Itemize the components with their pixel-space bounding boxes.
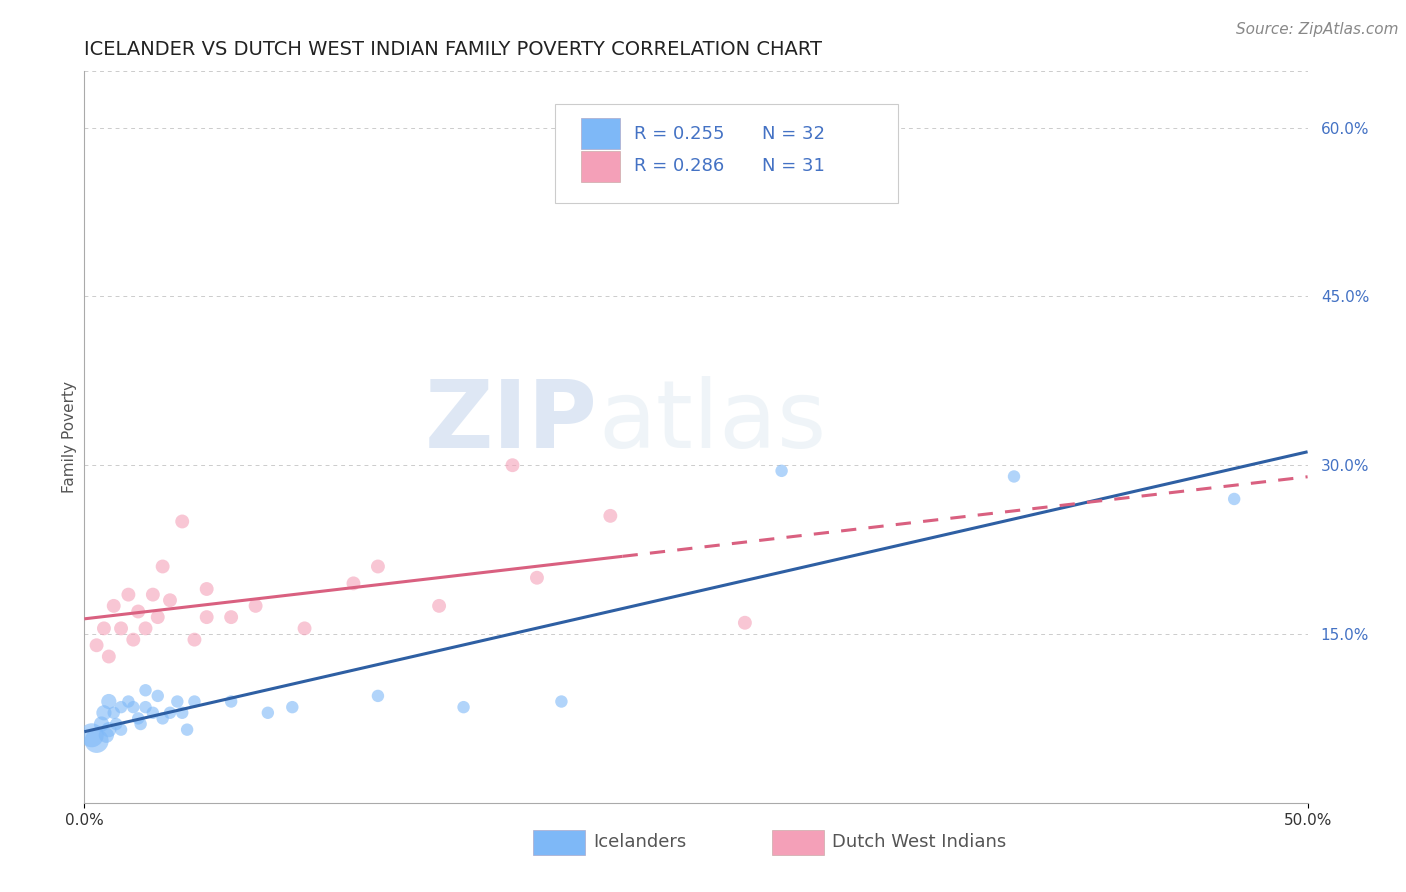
Point [127, 605, 149, 619]
Point [122, 632, 145, 647]
Point [117, 588, 139, 602]
Point [122, 700, 145, 714]
Text: Source: ZipAtlas.com: Source: ZipAtlas.com [1236, 22, 1399, 37]
Point [146, 610, 169, 624]
Point [183, 632, 205, 647]
Point [172, 706, 194, 720]
Text: atlas: atlas [598, 376, 827, 468]
Point [103, 706, 125, 720]
Point [195, 610, 218, 624]
Point [453, 700, 475, 714]
Text: ZIP: ZIP [425, 376, 598, 468]
Point [502, 458, 524, 473]
Point [117, 694, 139, 708]
Text: ICELANDER VS DUTCH WEST INDIAN FAMILY POVERTY CORRELATION CHART: ICELANDER VS DUTCH WEST INDIAN FAMILY PO… [84, 39, 823, 59]
Point [294, 621, 316, 635]
Point [93, 706, 115, 720]
Point [281, 700, 304, 714]
Point [90, 717, 112, 731]
Point [367, 689, 389, 703]
FancyBboxPatch shape [555, 104, 898, 203]
Point [427, 599, 450, 613]
Point [142, 588, 165, 602]
Point [550, 694, 572, 708]
Point [599, 508, 621, 523]
Point [129, 717, 152, 731]
Point [97, 723, 120, 737]
Point [734, 615, 756, 630]
Point [526, 571, 548, 585]
Text: N = 32: N = 32 [762, 125, 825, 143]
Point [110, 621, 132, 635]
Point [152, 559, 174, 574]
Point [219, 694, 242, 708]
Point [152, 711, 174, 725]
Point [159, 593, 181, 607]
Point [110, 700, 132, 714]
Point [342, 576, 364, 591]
Point [97, 694, 120, 708]
Text: Icelanders: Icelanders [593, 833, 686, 851]
Point [93, 621, 115, 635]
Point [770, 464, 793, 478]
Point [146, 689, 169, 703]
Point [135, 683, 157, 698]
Point [86, 734, 108, 748]
Point [166, 694, 188, 708]
Point [97, 649, 120, 664]
Text: R = 0.255: R = 0.255 [634, 125, 724, 143]
FancyBboxPatch shape [581, 118, 620, 149]
Point [105, 717, 128, 731]
Point [142, 706, 165, 720]
Point [172, 515, 194, 529]
Point [219, 610, 242, 624]
Text: Dutch West Indians: Dutch West Indians [832, 833, 1007, 851]
Y-axis label: Family Poverty: Family Poverty [62, 381, 77, 493]
Point [195, 582, 218, 596]
Text: N = 31: N = 31 [762, 158, 825, 176]
Text: R = 0.286: R = 0.286 [634, 158, 724, 176]
Point [80, 728, 103, 742]
Point [159, 706, 181, 720]
Point [135, 700, 157, 714]
Point [176, 723, 198, 737]
Point [135, 621, 157, 635]
Point [183, 694, 205, 708]
Point [110, 723, 132, 737]
Point [245, 599, 267, 613]
Point [127, 711, 149, 725]
Point [96, 728, 118, 742]
Point [1223, 491, 1246, 506]
Point [257, 706, 280, 720]
Point [86, 638, 108, 652]
Point [367, 559, 389, 574]
Point [1002, 469, 1025, 483]
FancyBboxPatch shape [581, 151, 620, 182]
Point [103, 599, 125, 613]
